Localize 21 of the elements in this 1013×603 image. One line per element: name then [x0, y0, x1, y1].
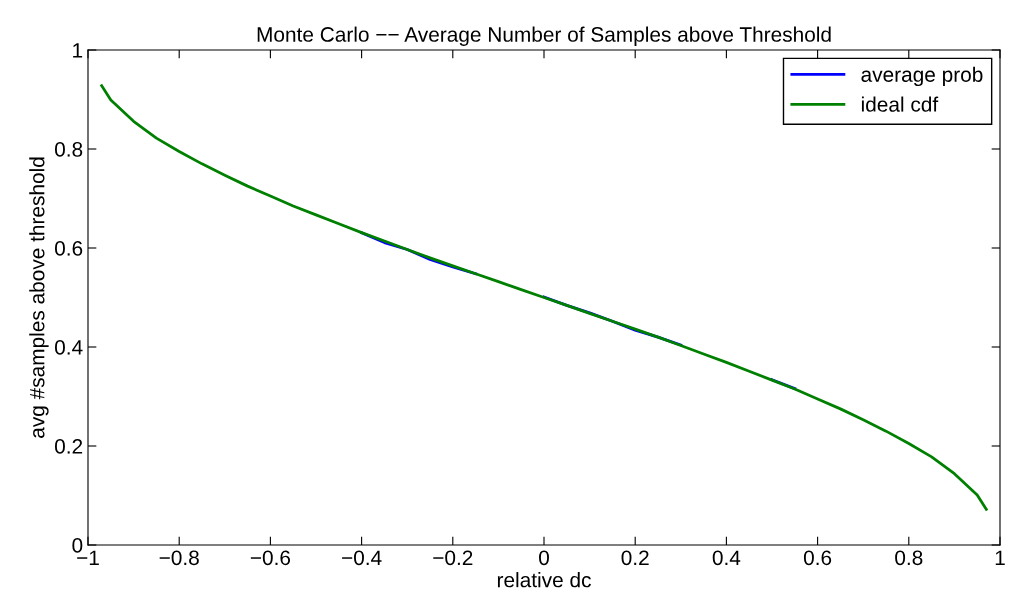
y-tick-label: 1 [73, 43, 83, 58]
x-tick-label: 0 [539, 550, 549, 566]
x-tick-label: 0.4 [712, 550, 741, 566]
x-tick-label: −0.2 [433, 550, 473, 566]
x-tick-label: 1 [995, 550, 1005, 565]
y-tick-label: 0.4 [54, 340, 83, 355]
line-series [100, 84, 988, 511]
legend-label: average prob [861, 66, 983, 87]
x-tick-label: −0.6 [250, 550, 291, 566]
y-tick-label: 0.6 [54, 241, 83, 256]
x-tick-label: 0.6 [803, 550, 832, 566]
y-tick-label: 0.8 [54, 142, 83, 157]
chart-title: Monte Carlo −− Average Number of Samples above Threshold [257, 26, 831, 46]
y-tick-label: 0.2 [54, 439, 83, 454]
x-tick-label: −0.4 [342, 550, 382, 566]
x-axis-title: relative dc [497, 572, 591, 588]
legend-label: ideal cdf [861, 96, 939, 112]
x-tick-label: −0.8 [159, 550, 199, 566]
x-tick-label: 0.2 [621, 550, 649, 566]
y-axis-title: avg #samples above threshold [29, 157, 49, 438]
x-tick-label: 0.8 [895, 550, 923, 566]
